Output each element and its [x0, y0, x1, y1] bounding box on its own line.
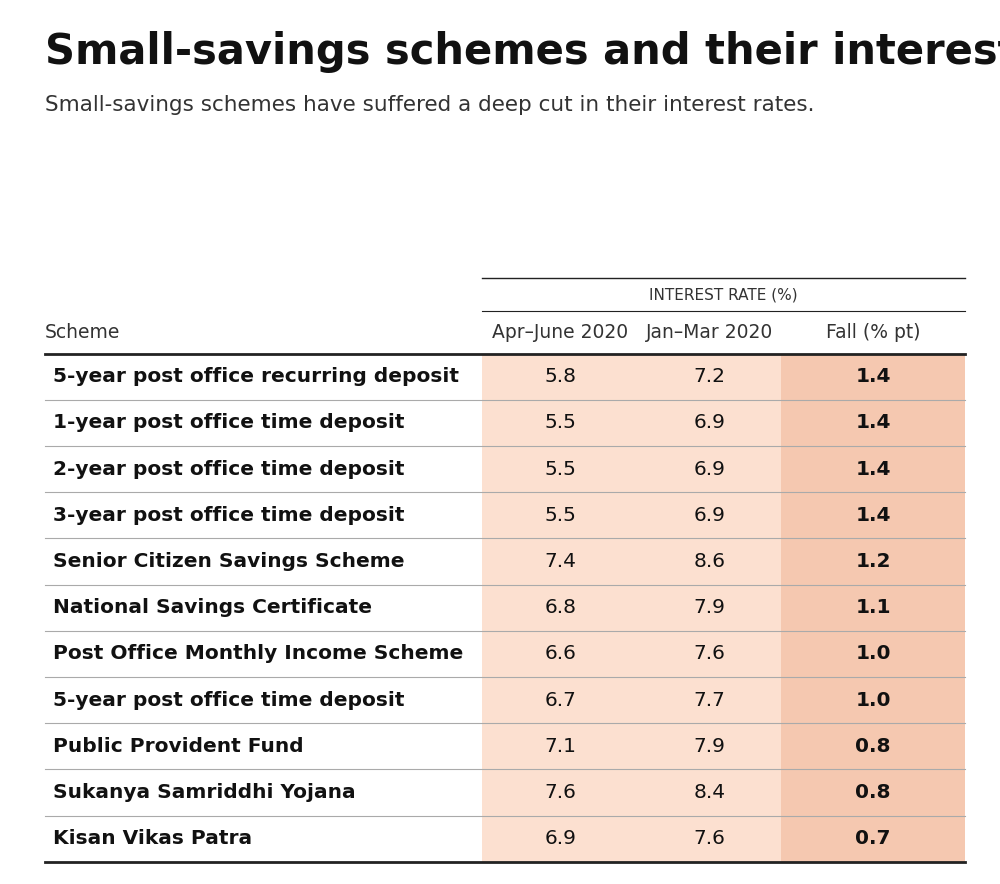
Text: 1.2: 1.2: [855, 552, 891, 571]
Text: 1.4: 1.4: [855, 460, 891, 478]
Text: 5.5: 5.5: [544, 460, 576, 478]
Bar: [482, 677, 781, 723]
Text: 7.9: 7.9: [694, 737, 726, 756]
Text: 1.1: 1.1: [855, 598, 891, 617]
Bar: [45, 446, 482, 492]
Bar: [45, 816, 482, 862]
Text: Fall (% pt): Fall (% pt): [826, 323, 920, 342]
Bar: [45, 492, 482, 538]
Text: Apr–June 2020: Apr–June 2020: [492, 323, 628, 342]
Text: 6.9: 6.9: [694, 460, 726, 478]
Bar: [482, 538, 781, 584]
Text: 7.9: 7.9: [694, 598, 726, 617]
Text: 8.6: 8.6: [694, 552, 726, 571]
Text: 3-year post office time deposit: 3-year post office time deposit: [53, 506, 404, 525]
Text: 2-year post office time deposit: 2-year post office time deposit: [53, 460, 404, 478]
Bar: [482, 354, 781, 400]
Bar: [781, 492, 965, 538]
Bar: [45, 723, 482, 769]
Bar: [45, 584, 482, 631]
Bar: [45, 538, 482, 584]
Bar: [45, 631, 482, 677]
Text: 8.4: 8.4: [694, 783, 726, 802]
Text: 1.4: 1.4: [855, 367, 891, 386]
Text: Jan–Mar 2020: Jan–Mar 2020: [646, 323, 773, 342]
Text: Senior Citizen Savings Scheme: Senior Citizen Savings Scheme: [53, 552, 404, 571]
Text: 7.2: 7.2: [694, 367, 726, 386]
Text: Post Office Monthly Income Scheme: Post Office Monthly Income Scheme: [53, 644, 463, 664]
Text: 1.4: 1.4: [855, 414, 891, 432]
Bar: [482, 584, 781, 631]
Text: 6.9: 6.9: [544, 829, 576, 849]
Text: 1.4: 1.4: [855, 506, 891, 525]
Text: 1.0: 1.0: [855, 644, 891, 664]
Text: Public Provident Fund: Public Provident Fund: [53, 737, 304, 756]
Text: 5.5: 5.5: [544, 506, 576, 525]
Text: 6.8: 6.8: [544, 598, 576, 617]
Bar: [482, 631, 781, 677]
Text: Scheme: Scheme: [45, 323, 120, 342]
Text: Small-savings schemes have suffered a deep cut in their interest rates.: Small-savings schemes have suffered a de…: [45, 95, 814, 115]
Text: 0.8: 0.8: [855, 737, 891, 756]
Bar: [781, 538, 965, 584]
Bar: [482, 446, 781, 492]
Bar: [45, 677, 482, 723]
Text: 7.1: 7.1: [544, 737, 576, 756]
Bar: [482, 769, 781, 816]
Text: Small-savings schemes and their interest rates: Small-savings schemes and their interest…: [45, 31, 1000, 73]
Text: 7.6: 7.6: [694, 829, 726, 849]
Bar: [781, 816, 965, 862]
Bar: [482, 400, 781, 446]
Text: 1.0: 1.0: [855, 690, 891, 710]
Bar: [482, 723, 781, 769]
Bar: [781, 723, 965, 769]
Bar: [781, 446, 965, 492]
Bar: [781, 677, 965, 723]
Text: 5.8: 5.8: [544, 367, 576, 386]
Text: 6.9: 6.9: [694, 506, 726, 525]
Text: National Savings Certificate: National Savings Certificate: [53, 598, 372, 617]
Text: INTEREST RATE (%): INTEREST RATE (%): [649, 287, 798, 302]
Text: 7.4: 7.4: [544, 552, 576, 571]
Bar: [45, 400, 482, 446]
Text: 6.7: 6.7: [544, 690, 576, 710]
Text: Kisan Vikas Patra: Kisan Vikas Patra: [53, 829, 252, 849]
Bar: [45, 769, 482, 816]
Text: 1-year post office time deposit: 1-year post office time deposit: [53, 414, 404, 432]
Text: 5.5: 5.5: [544, 414, 576, 432]
Text: 0.8: 0.8: [855, 783, 891, 802]
Bar: [781, 631, 965, 677]
Bar: [45, 354, 482, 400]
Bar: [781, 354, 965, 400]
Text: 6.9: 6.9: [694, 414, 726, 432]
Text: 7.6: 7.6: [694, 644, 726, 664]
Text: 5-year post office time deposit: 5-year post office time deposit: [53, 690, 404, 710]
Text: 5-year post office recurring deposit: 5-year post office recurring deposit: [53, 367, 459, 386]
Text: 0.7: 0.7: [855, 829, 891, 849]
Text: 7.7: 7.7: [694, 690, 726, 710]
Bar: [781, 584, 965, 631]
Text: 7.6: 7.6: [544, 783, 576, 802]
Bar: [781, 400, 965, 446]
Text: 6.6: 6.6: [544, 644, 576, 664]
Bar: [482, 492, 781, 538]
Bar: [781, 769, 965, 816]
Bar: [482, 816, 781, 862]
Text: Sukanya Samriddhi Yojana: Sukanya Samriddhi Yojana: [53, 783, 356, 802]
